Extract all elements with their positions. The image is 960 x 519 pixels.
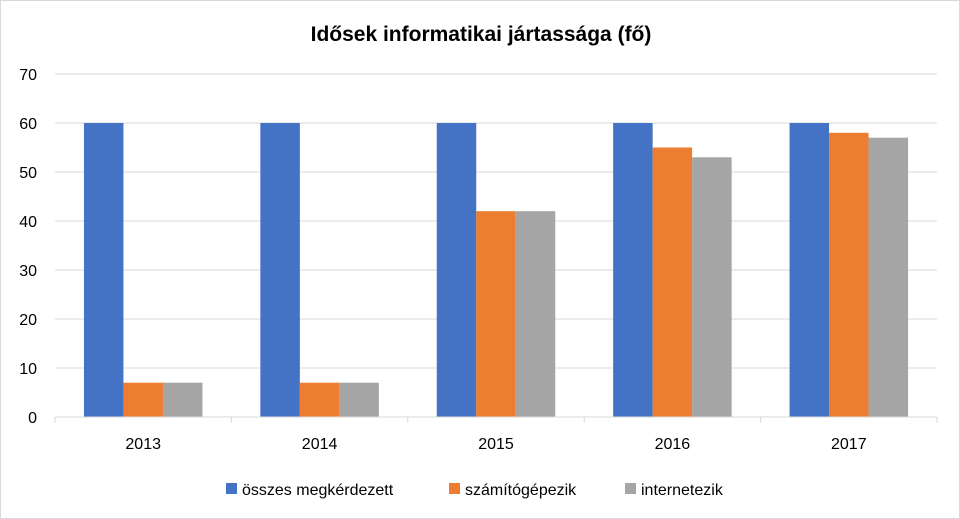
bar-3-2013 [162,382,203,417]
legend-label-2: számítógépezik [465,482,577,499]
y-tick-label: 50 [19,165,37,182]
y-tick-label: 0 [28,410,37,427]
bar-1-2013 [83,123,124,417]
chart-title: Idősek informatikai jártassága (fő) [311,23,652,46]
bar-3-2014 [339,382,379,417]
bar-3-2017 [868,137,909,417]
legend-label-1: összes megkérdezett [242,482,394,499]
y-tick-label: 10 [19,361,37,378]
y-tick-label: 60 [19,116,37,133]
legend-swatch-3 [625,483,636,494]
x-tick-label: 2017 [831,436,867,453]
y-tick-label: 20 [19,312,37,329]
bar-3-2015 [515,211,556,417]
y-tick-label: 30 [19,263,37,280]
bar-2-2014 [299,382,340,417]
legend: összes megkérdezett számítógépezik interne… [226,482,724,499]
bar-1-2014 [260,123,300,417]
x-tick-label: 2013 [125,436,161,453]
x-tick-label: 2016 [655,436,691,453]
x-tick-label: 2015 [478,436,514,453]
bar-3-2016 [692,157,732,418]
y-axis-ticks: 0 10 20 30 40 50 60 70 [19,67,37,427]
legend-swatch-2 [449,483,460,494]
bars [83,123,909,418]
bar-2-2013 [123,382,163,417]
bar-2-2015 [476,211,516,417]
bar-1-2017 [789,123,830,417]
bar-1-2015 [436,123,477,417]
legend-swatch-1 [226,483,237,494]
legend-label-3: internetezik [641,482,724,499]
x-axis: 2013 2014 2015 2016 2017 [54,416,938,453]
bar-1-2016 [613,123,653,417]
y-tick-label: 70 [19,67,37,84]
bar-2-2017 [829,132,869,418]
bar-2-2016 [652,147,693,417]
y-tick-label: 40 [19,214,37,231]
x-tick-label: 2014 [302,436,338,453]
